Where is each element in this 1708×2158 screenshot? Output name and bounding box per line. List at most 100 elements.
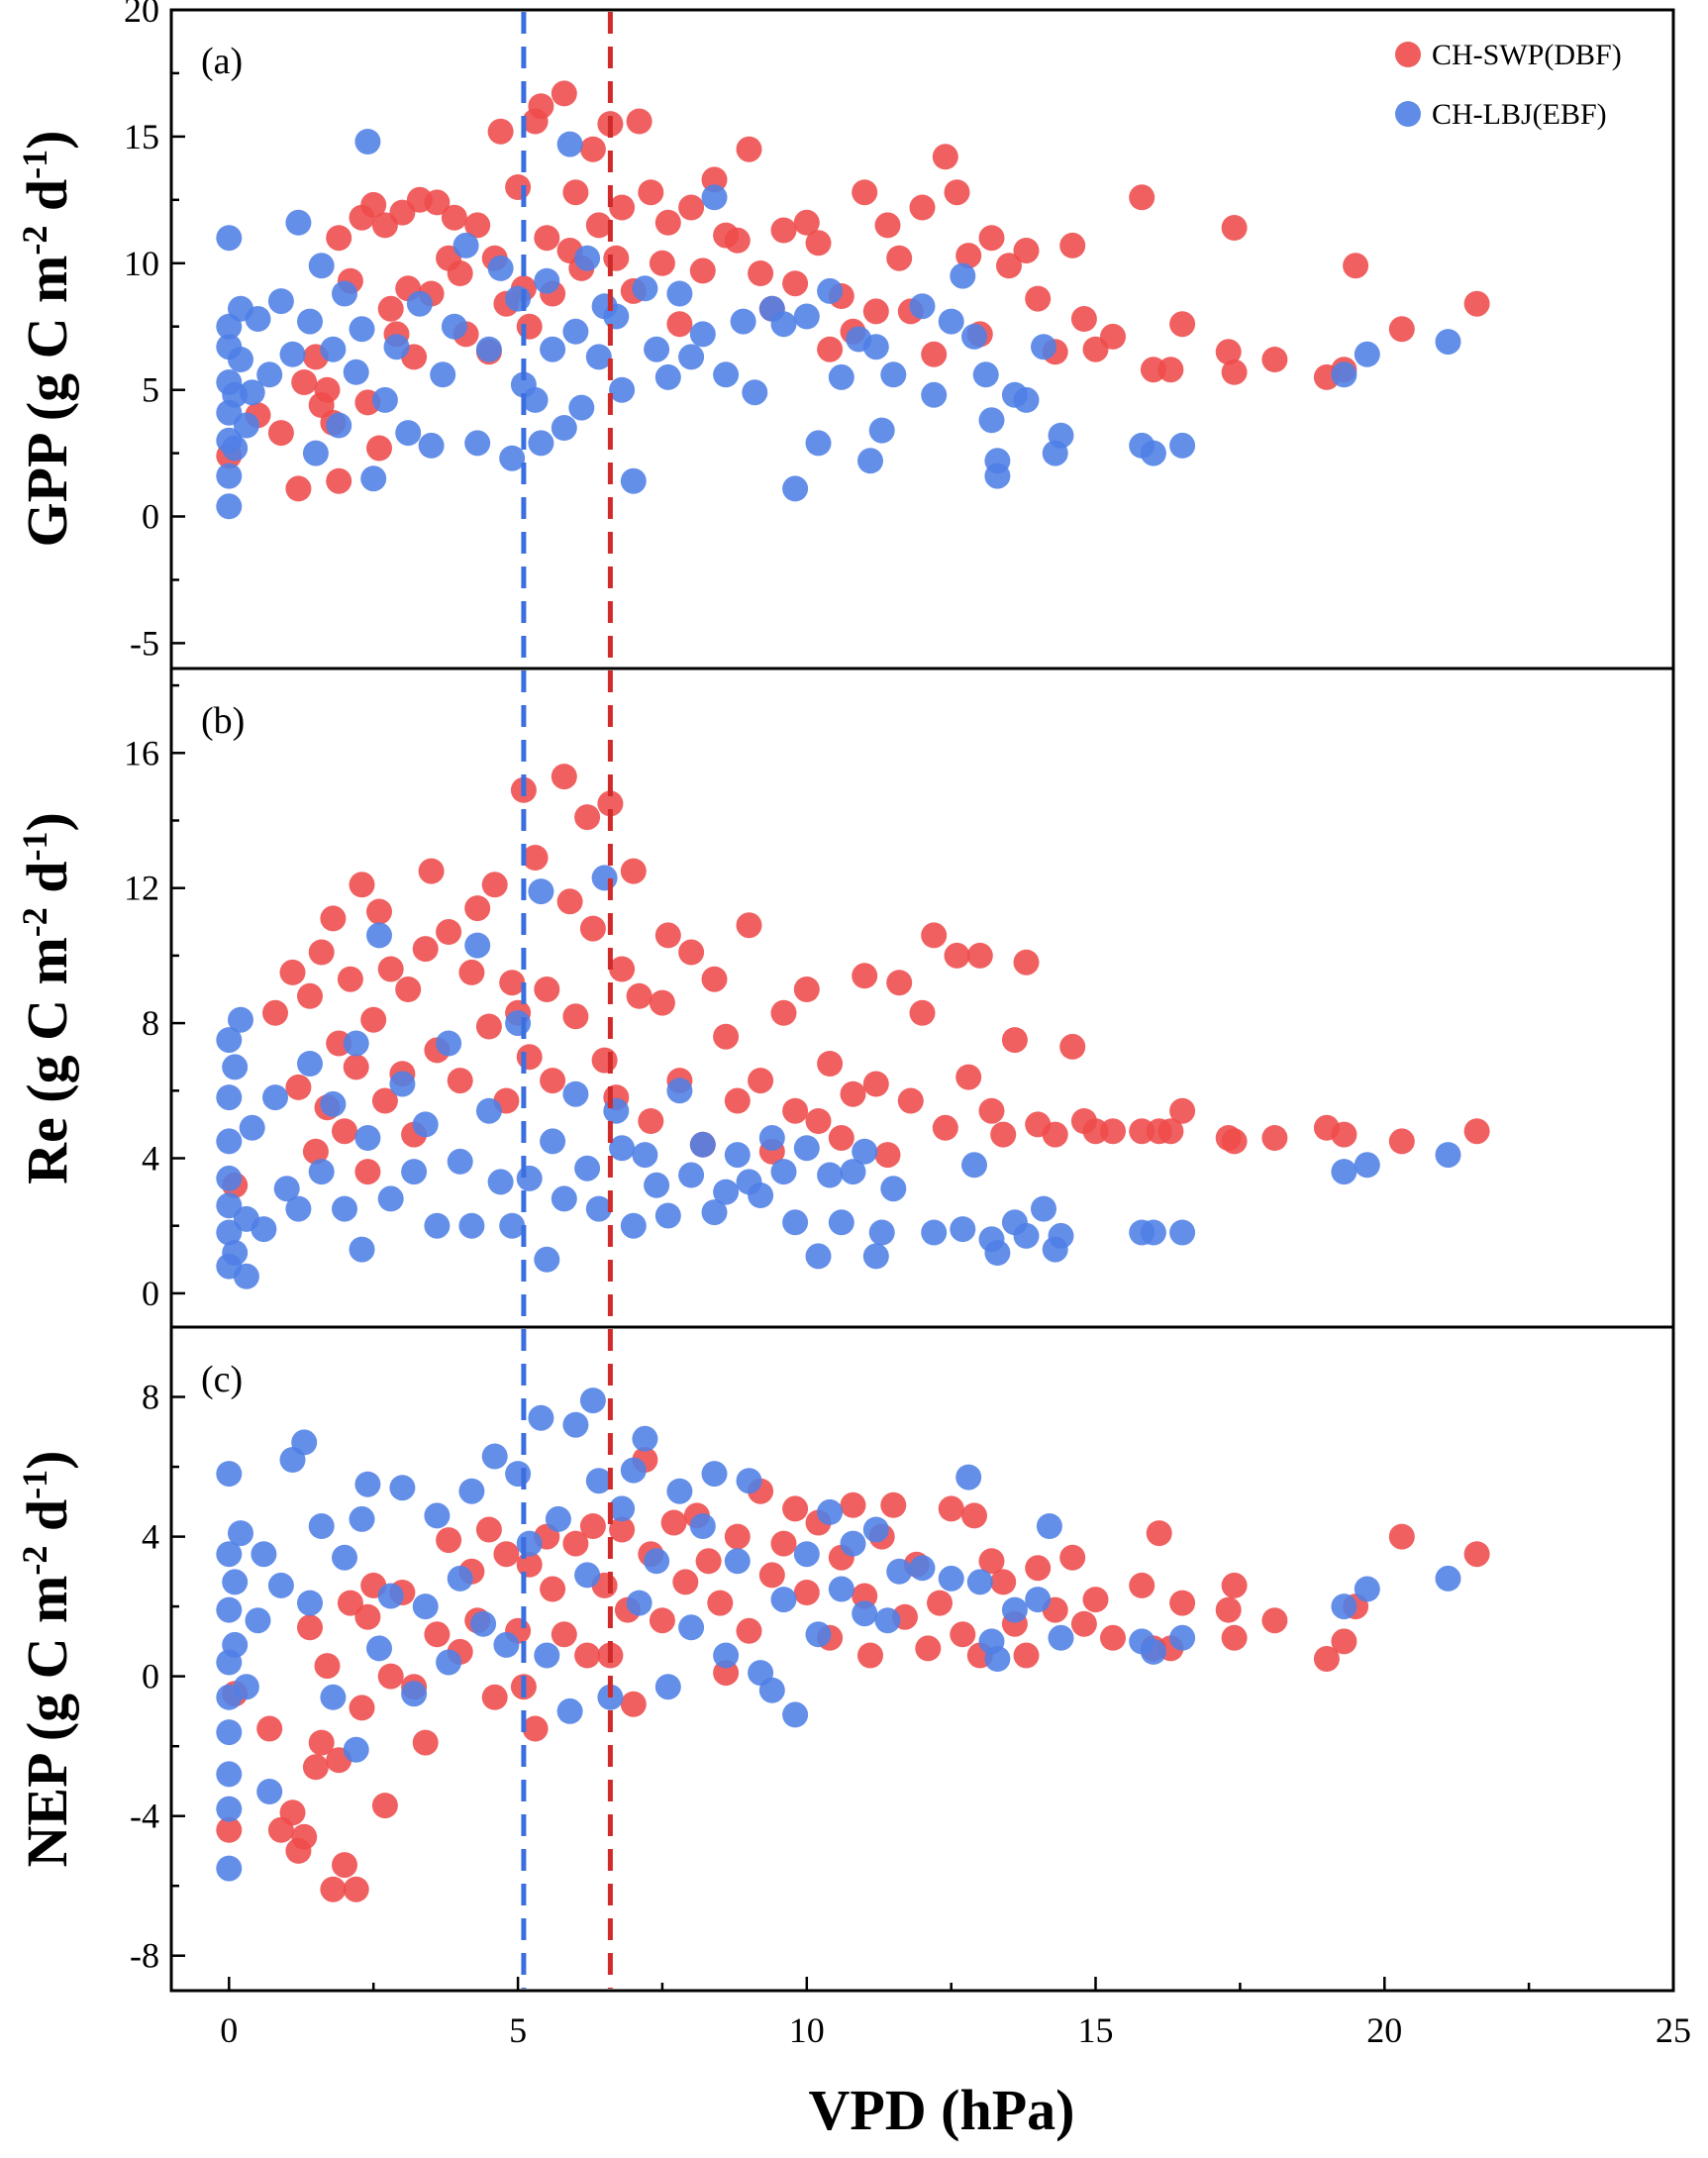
point-c-swp-59	[758, 1562, 785, 1589]
point-c-lbj-77	[955, 1464, 982, 1490]
point-b-swp-38	[540, 1068, 566, 1094]
y-tick-label-a-2: 5	[142, 370, 159, 410]
point-b-swp-2	[279, 959, 306, 985]
point-a-lbj-12	[233, 412, 259, 439]
point-a-swp-102	[1388, 316, 1415, 343]
point-a-lbj-95	[1169, 432, 1196, 459]
point-b-lbj-22	[349, 1236, 375, 1263]
point-a-swp-17	[377, 295, 404, 322]
point-c-swp-85	[1059, 1544, 1086, 1571]
point-a-lbj-71	[805, 430, 832, 457]
point-c-swp-17	[354, 1603, 381, 1630]
point-a-lbj-31	[395, 420, 422, 447]
point-a-lbj-41	[505, 285, 532, 312]
point-c-lbj-24	[349, 1505, 375, 1532]
point-a-lbj-14	[245, 306, 271, 332]
point-c-swp-15	[343, 1876, 369, 1902]
point-c-lbj-57	[689, 1513, 716, 1539]
point-b-lbj-62	[770, 1159, 797, 1185]
point-a-swp-77	[921, 341, 948, 367]
point-c-swp-37	[540, 1576, 566, 1602]
point-c-lbj-67	[805, 1621, 832, 1648]
point-a-swp-7	[314, 376, 341, 403]
point-b-lbj-82	[1048, 1222, 1074, 1249]
point-a-lbj-38	[475, 336, 502, 362]
point-c-swp-0	[216, 1816, 243, 1843]
point-b-swp-13	[349, 872, 375, 898]
point-b-lbj-37	[505, 1010, 532, 1037]
point-b-lbj-47	[603, 1097, 630, 1124]
point-b-lbj-86	[1331, 1159, 1357, 1185]
point-c-lbj-9	[222, 1631, 249, 1658]
point-a-swp-45	[579, 136, 606, 162]
point-c-lbj-29	[401, 1681, 428, 1707]
point-b-swp-36	[522, 845, 549, 871]
point-a-lbj-94	[1140, 440, 1166, 466]
point-a-lbj-21	[308, 253, 335, 279]
point-b-lbj-53	[666, 1078, 693, 1104]
point-a-lbj-40	[499, 445, 526, 471]
point-c-swp-38	[551, 1621, 577, 1648]
point-c-lbj-2	[216, 1761, 243, 1788]
point-b-lbj-40	[534, 1246, 560, 1273]
point-c-swp-68	[857, 1642, 883, 1669]
point-a-swp-101	[1343, 253, 1369, 279]
point-a-swp-46	[585, 212, 612, 239]
y-ticks-a: -5 0 5 10 15 20	[124, 0, 185, 663]
point-a-swp-32	[487, 118, 514, 145]
point-a-lbj-7	[216, 225, 243, 252]
point-a-swp-43	[562, 179, 589, 206]
point-c-swp-92	[1146, 1520, 1172, 1547]
point-a-swp-67	[805, 230, 832, 257]
point-c-swp-11	[320, 1876, 347, 1902]
point-c-swp-89	[1129, 1572, 1155, 1598]
point-c-lbj-46	[579, 1387, 606, 1414]
point-b-lbj-8	[222, 1054, 249, 1080]
point-b-swp-42	[574, 804, 601, 831]
point-b-swp-16	[366, 898, 392, 925]
point-a-lbj-98	[1435, 329, 1461, 356]
point-a-swp-78	[932, 144, 958, 170]
point-c-swp-79	[978, 1548, 1005, 1575]
point-b-lbj-66	[817, 1162, 844, 1188]
point-c-lbj-28	[389, 1475, 416, 1501]
point-a-swp-38	[528, 93, 554, 120]
point-c-swp-74	[927, 1590, 953, 1616]
x-tick-label-3: 15	[1078, 2010, 1114, 2050]
point-a-lbj-37	[464, 430, 491, 457]
point-c-lbj-23	[343, 1736, 369, 1763]
point-b-lbj-15	[273, 1176, 300, 1202]
point-b-swp-57	[713, 1023, 740, 1050]
point-a-lbj-89	[1013, 386, 1040, 413]
point-a-swp-27	[447, 260, 473, 286]
x-axis-title: VPD (hPa)	[808, 2078, 1074, 2142]
point-a-swp-36	[516, 313, 543, 340]
point-b-swp-1	[262, 999, 288, 1026]
y-axis-title-a: GPP (g C m-2 d-1)	[15, 131, 79, 548]
point-b-lbj-74	[950, 1216, 976, 1243]
point-b-lbj-39	[528, 878, 554, 905]
point-a-lbj-58	[644, 336, 670, 362]
point-c-swp-13	[332, 1852, 357, 1879]
y-tick-label-b-2: 8	[142, 1003, 159, 1043]
point-b-lbj-69	[852, 1138, 878, 1165]
x-axis: 0 5 10 15 20 25	[220, 1977, 1691, 2050]
point-a-lbj-34	[430, 361, 456, 388]
point-a-lbj-26	[349, 316, 375, 343]
point-a-swp-98	[1261, 347, 1288, 372]
point-c-swp-8	[302, 1754, 329, 1781]
point-a-lbj-46	[540, 336, 566, 362]
point-a-lbj-24	[332, 280, 357, 307]
point-c-swp-31	[493, 1541, 520, 1568]
point-c-lbj-47	[585, 1468, 612, 1494]
point-a-swp-53	[649, 250, 675, 276]
point-a-lbj-51	[574, 245, 601, 271]
point-a-lbj-75	[857, 448, 883, 474]
point-b-swp-62	[770, 999, 797, 1026]
point-b-swp-39	[551, 764, 577, 790]
point-c-lbj-33	[447, 1565, 473, 1592]
point-b-swp-30	[481, 872, 508, 898]
point-b-swp-86	[1059, 1033, 1086, 1060]
point-c-lbj-25	[354, 1471, 381, 1497]
